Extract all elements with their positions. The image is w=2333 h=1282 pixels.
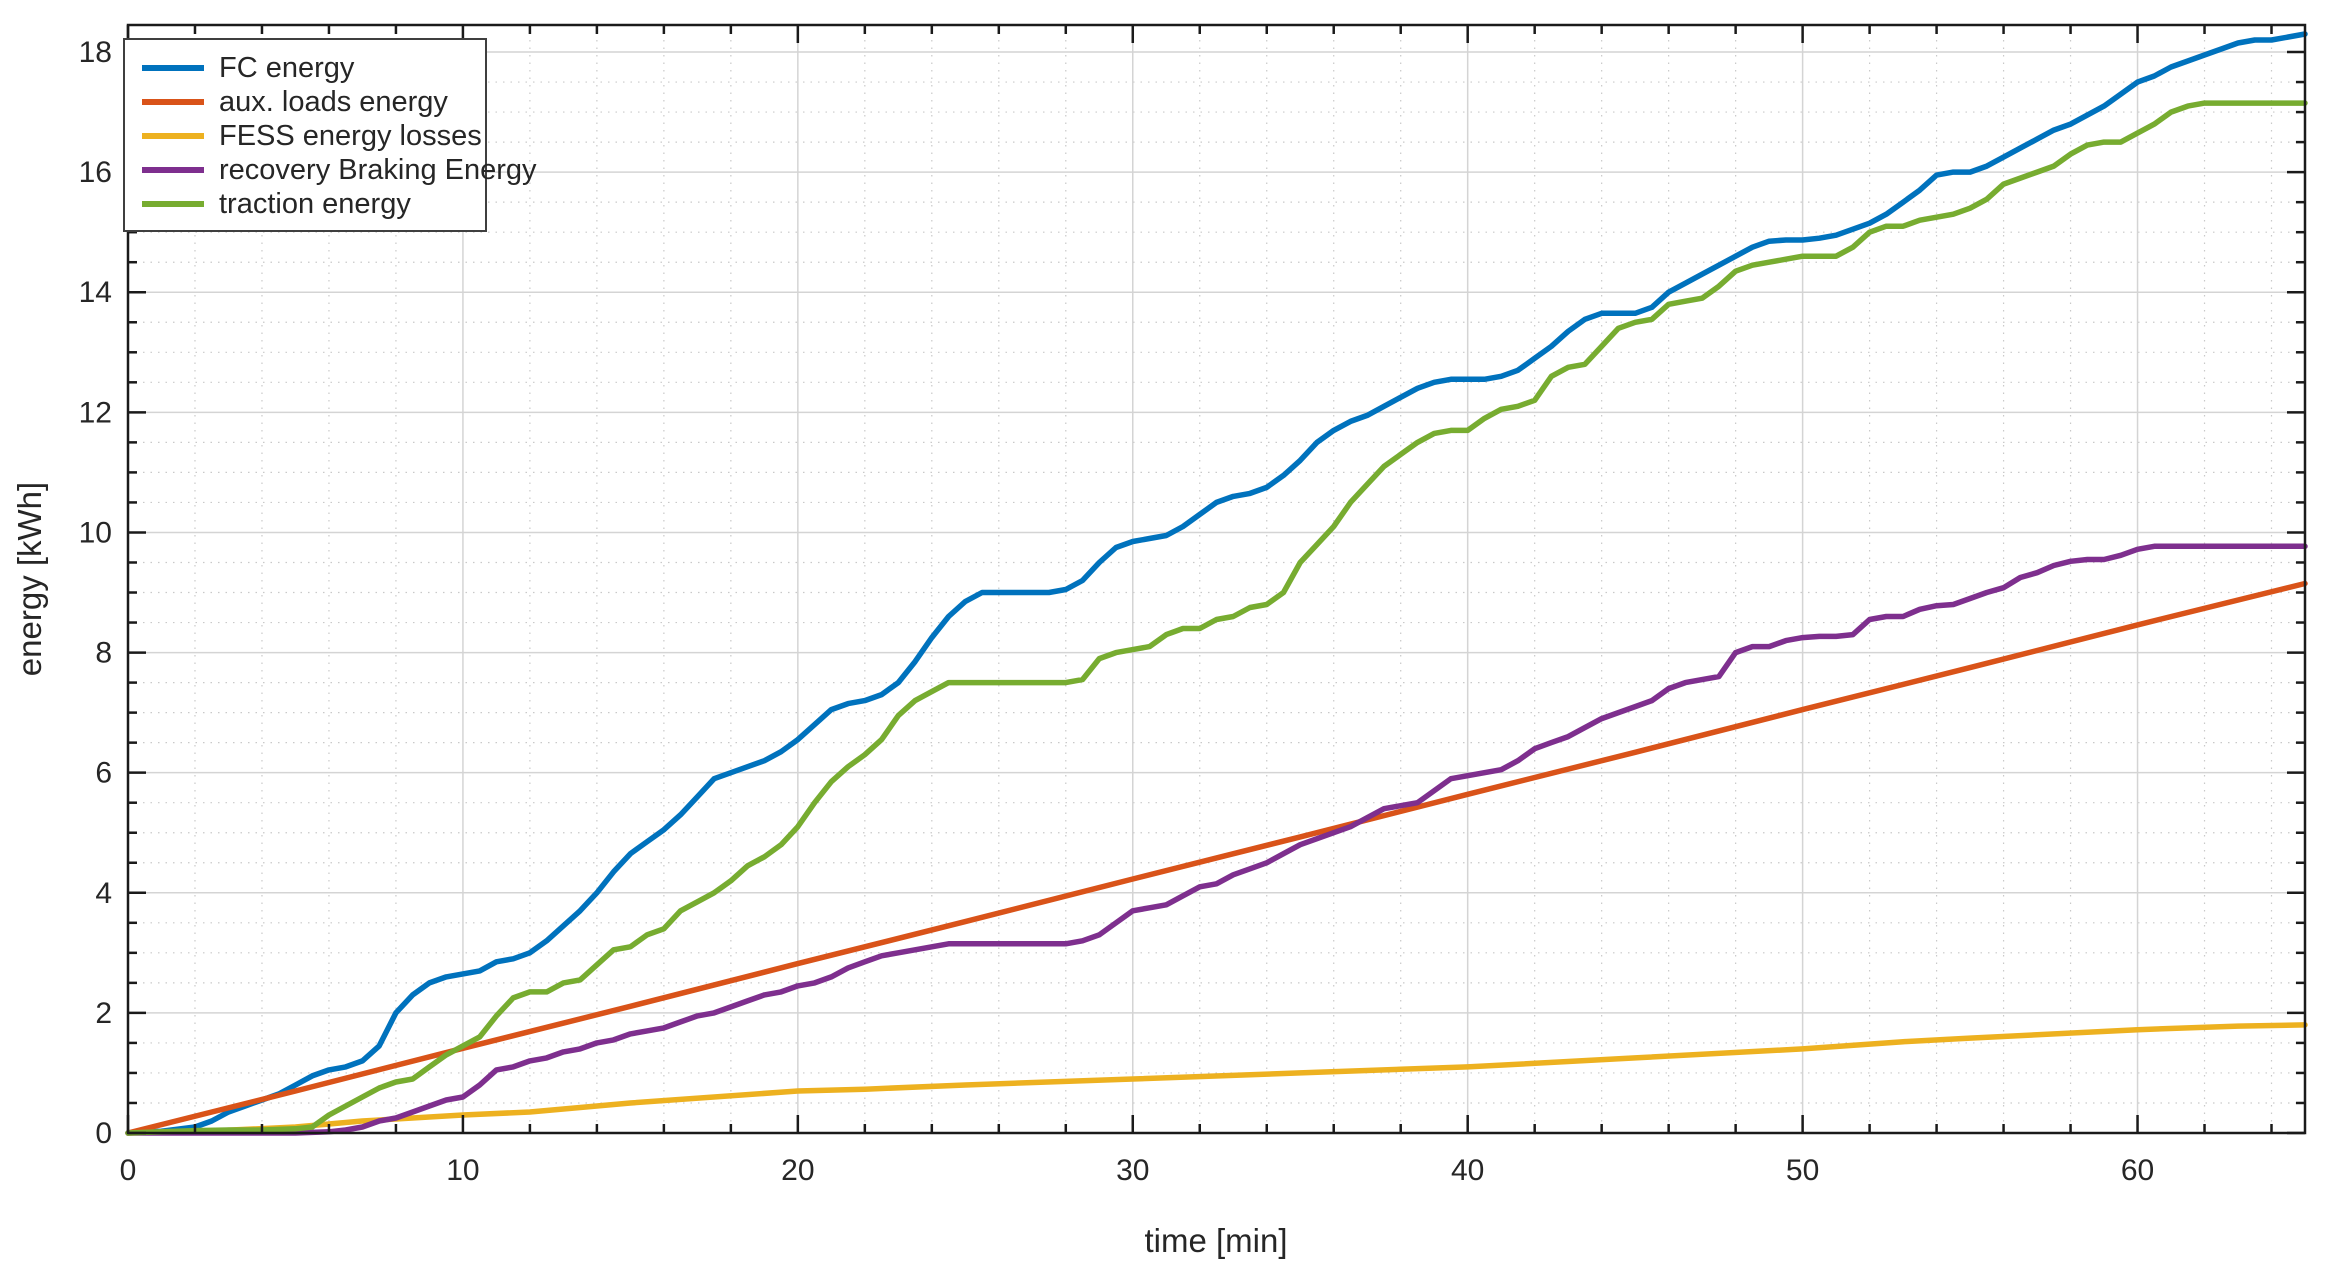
x-axis-label: time [min]	[1144, 1222, 1288, 1259]
series-line-0	[125, 31, 2308, 1136]
legend-item-label: aux. loads energy	[219, 85, 448, 118]
svg-text:60: 60	[2121, 1154, 2154, 1187]
axes-box	[126, 23, 2307, 1135]
svg-text:10: 10	[446, 1154, 479, 1187]
legend-item-label: traction energy	[219, 187, 411, 220]
legend-item: aux. loads energy	[125, 85, 485, 119]
legend-item: recovery Braking Energy	[125, 153, 537, 187]
y-tick-labels: 0 2 4 6 8 10 12 14 16 18	[79, 36, 112, 1150]
svg-text:12: 12	[79, 396, 112, 429]
legend: FC energy aux. loads energy FESS energy …	[123, 38, 537, 232]
series-line-1	[125, 580, 2308, 1136]
svg-text:0: 0	[120, 1154, 137, 1187]
x-tick-labels: 0 10 20 30 40 50 60	[120, 1154, 2155, 1187]
svg-text:6: 6	[95, 757, 112, 790]
legend-item-label: FESS energy losses	[219, 119, 482, 152]
legend-line-sample	[142, 99, 204, 105]
legend-line-sample	[142, 65, 204, 71]
legend-item: FESS energy losses	[125, 119, 485, 153]
legend-item: FC energy	[125, 51, 485, 85]
svg-text:50: 50	[1786, 1154, 1819, 1187]
svg-text:0: 0	[95, 1117, 112, 1150]
y-axis-label: energy [kWh]	[11, 481, 48, 677]
svg-text:14: 14	[79, 276, 112, 309]
legend-item: traction energy	[125, 187, 485, 221]
major-grid	[128, 25, 2305, 1133]
series-line-2	[125, 1022, 2308, 1136]
series-line-4	[125, 100, 2308, 1136]
svg-text:16: 16	[79, 156, 112, 189]
svg-text:18: 18	[79, 36, 112, 69]
legend-line-sample	[142, 167, 204, 173]
svg-text:8: 8	[95, 637, 112, 670]
svg-text:30: 30	[1116, 1154, 1149, 1187]
legend-item-label: FC energy	[219, 51, 355, 84]
svg-text:4: 4	[95, 877, 112, 910]
legend-item-label: recovery Braking Energy	[219, 153, 537, 186]
svg-text:40: 40	[1451, 1154, 1484, 1187]
legend-line-sample	[142, 201, 204, 207]
svg-text:10: 10	[79, 516, 112, 549]
series-line-3	[125, 543, 2308, 1136]
legend-line-sample	[142, 133, 204, 139]
svg-text:2: 2	[95, 997, 112, 1030]
svg-text:20: 20	[781, 1154, 814, 1187]
